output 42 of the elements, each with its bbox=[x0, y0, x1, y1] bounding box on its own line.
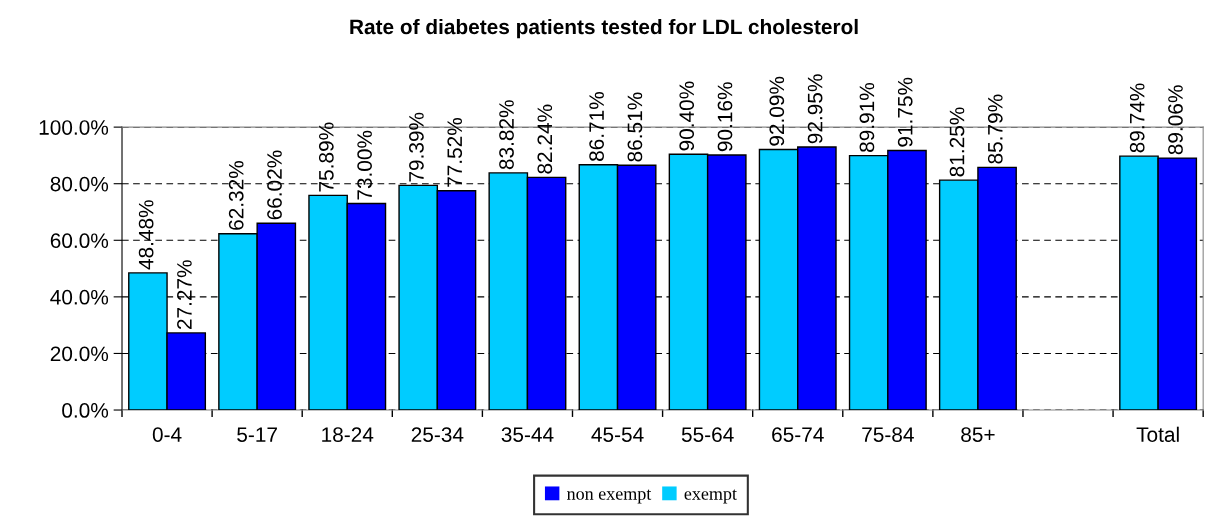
data-label: 62.32% bbox=[228, 160, 244, 230]
data-label: 86.71% bbox=[589, 91, 604, 161]
y-tick-label: 80.0% bbox=[50, 176, 109, 192]
data-label: 82.24% bbox=[537, 104, 553, 174]
data-label: 48.48% bbox=[138, 200, 154, 270]
x-tick-label: 0-4 bbox=[152, 427, 182, 442]
data-label: 89.74% bbox=[1129, 83, 1145, 153]
chart-title: Rate of diabetes patients tested for LDL cholesterol bbox=[350, 18, 858, 39]
data-label: 66.02% bbox=[267, 150, 282, 220]
data-label: 79.39% bbox=[409, 112, 424, 182]
x-tick-label: 5-17 bbox=[237, 427, 277, 442]
data-label: 91.75% bbox=[897, 77, 913, 147]
y-tick-label: 100.0% bbox=[39, 120, 109, 135]
data-label: 92.09% bbox=[769, 76, 785, 146]
legend-label: exempt bbox=[684, 489, 737, 504]
x-tick-label: 45-54 bbox=[591, 427, 644, 442]
data-label: 83.82% bbox=[499, 100, 514, 170]
x-tick-label: 25-34 bbox=[411, 427, 464, 442]
x-tick-label: 18-24 bbox=[322, 427, 374, 442]
x-tick-label: 75-84 bbox=[862, 427, 914, 442]
x-tick-label: 65-74 bbox=[772, 427, 824, 442]
x-tick-label: 55-64 bbox=[681, 427, 734, 442]
y-tick-label: 60.0% bbox=[50, 233, 109, 249]
data-label: 85.79% bbox=[987, 94, 1003, 164]
data-label: 77.52% bbox=[447, 117, 463, 187]
data-label: 27.27% bbox=[177, 260, 192, 329]
data-label: 90.40% bbox=[679, 81, 695, 151]
data-label: 89.91% bbox=[859, 82, 875, 152]
data-label: 81.25% bbox=[949, 107, 965, 177]
x-tick-label: 85+ bbox=[961, 427, 995, 442]
y-tick-label: 20.0% bbox=[50, 346, 109, 362]
data-label: 90.16% bbox=[717, 82, 733, 152]
x-tick-label: Total bbox=[1136, 426, 1179, 442]
data-label: 75.89% bbox=[318, 122, 334, 192]
y-tick-label: 0.0% bbox=[62, 403, 109, 418]
x-tick-label: 35-44 bbox=[501, 427, 554, 442]
data-label: 73.00% bbox=[357, 130, 372, 200]
y-tick-label: 40.0% bbox=[50, 289, 109, 305]
data-label: 92.95% bbox=[807, 74, 823, 144]
legend-label: non exempt bbox=[567, 489, 652, 504]
data-label: 86.51% bbox=[627, 92, 643, 162]
data-label: 89.06% bbox=[1168, 85, 1183, 155]
